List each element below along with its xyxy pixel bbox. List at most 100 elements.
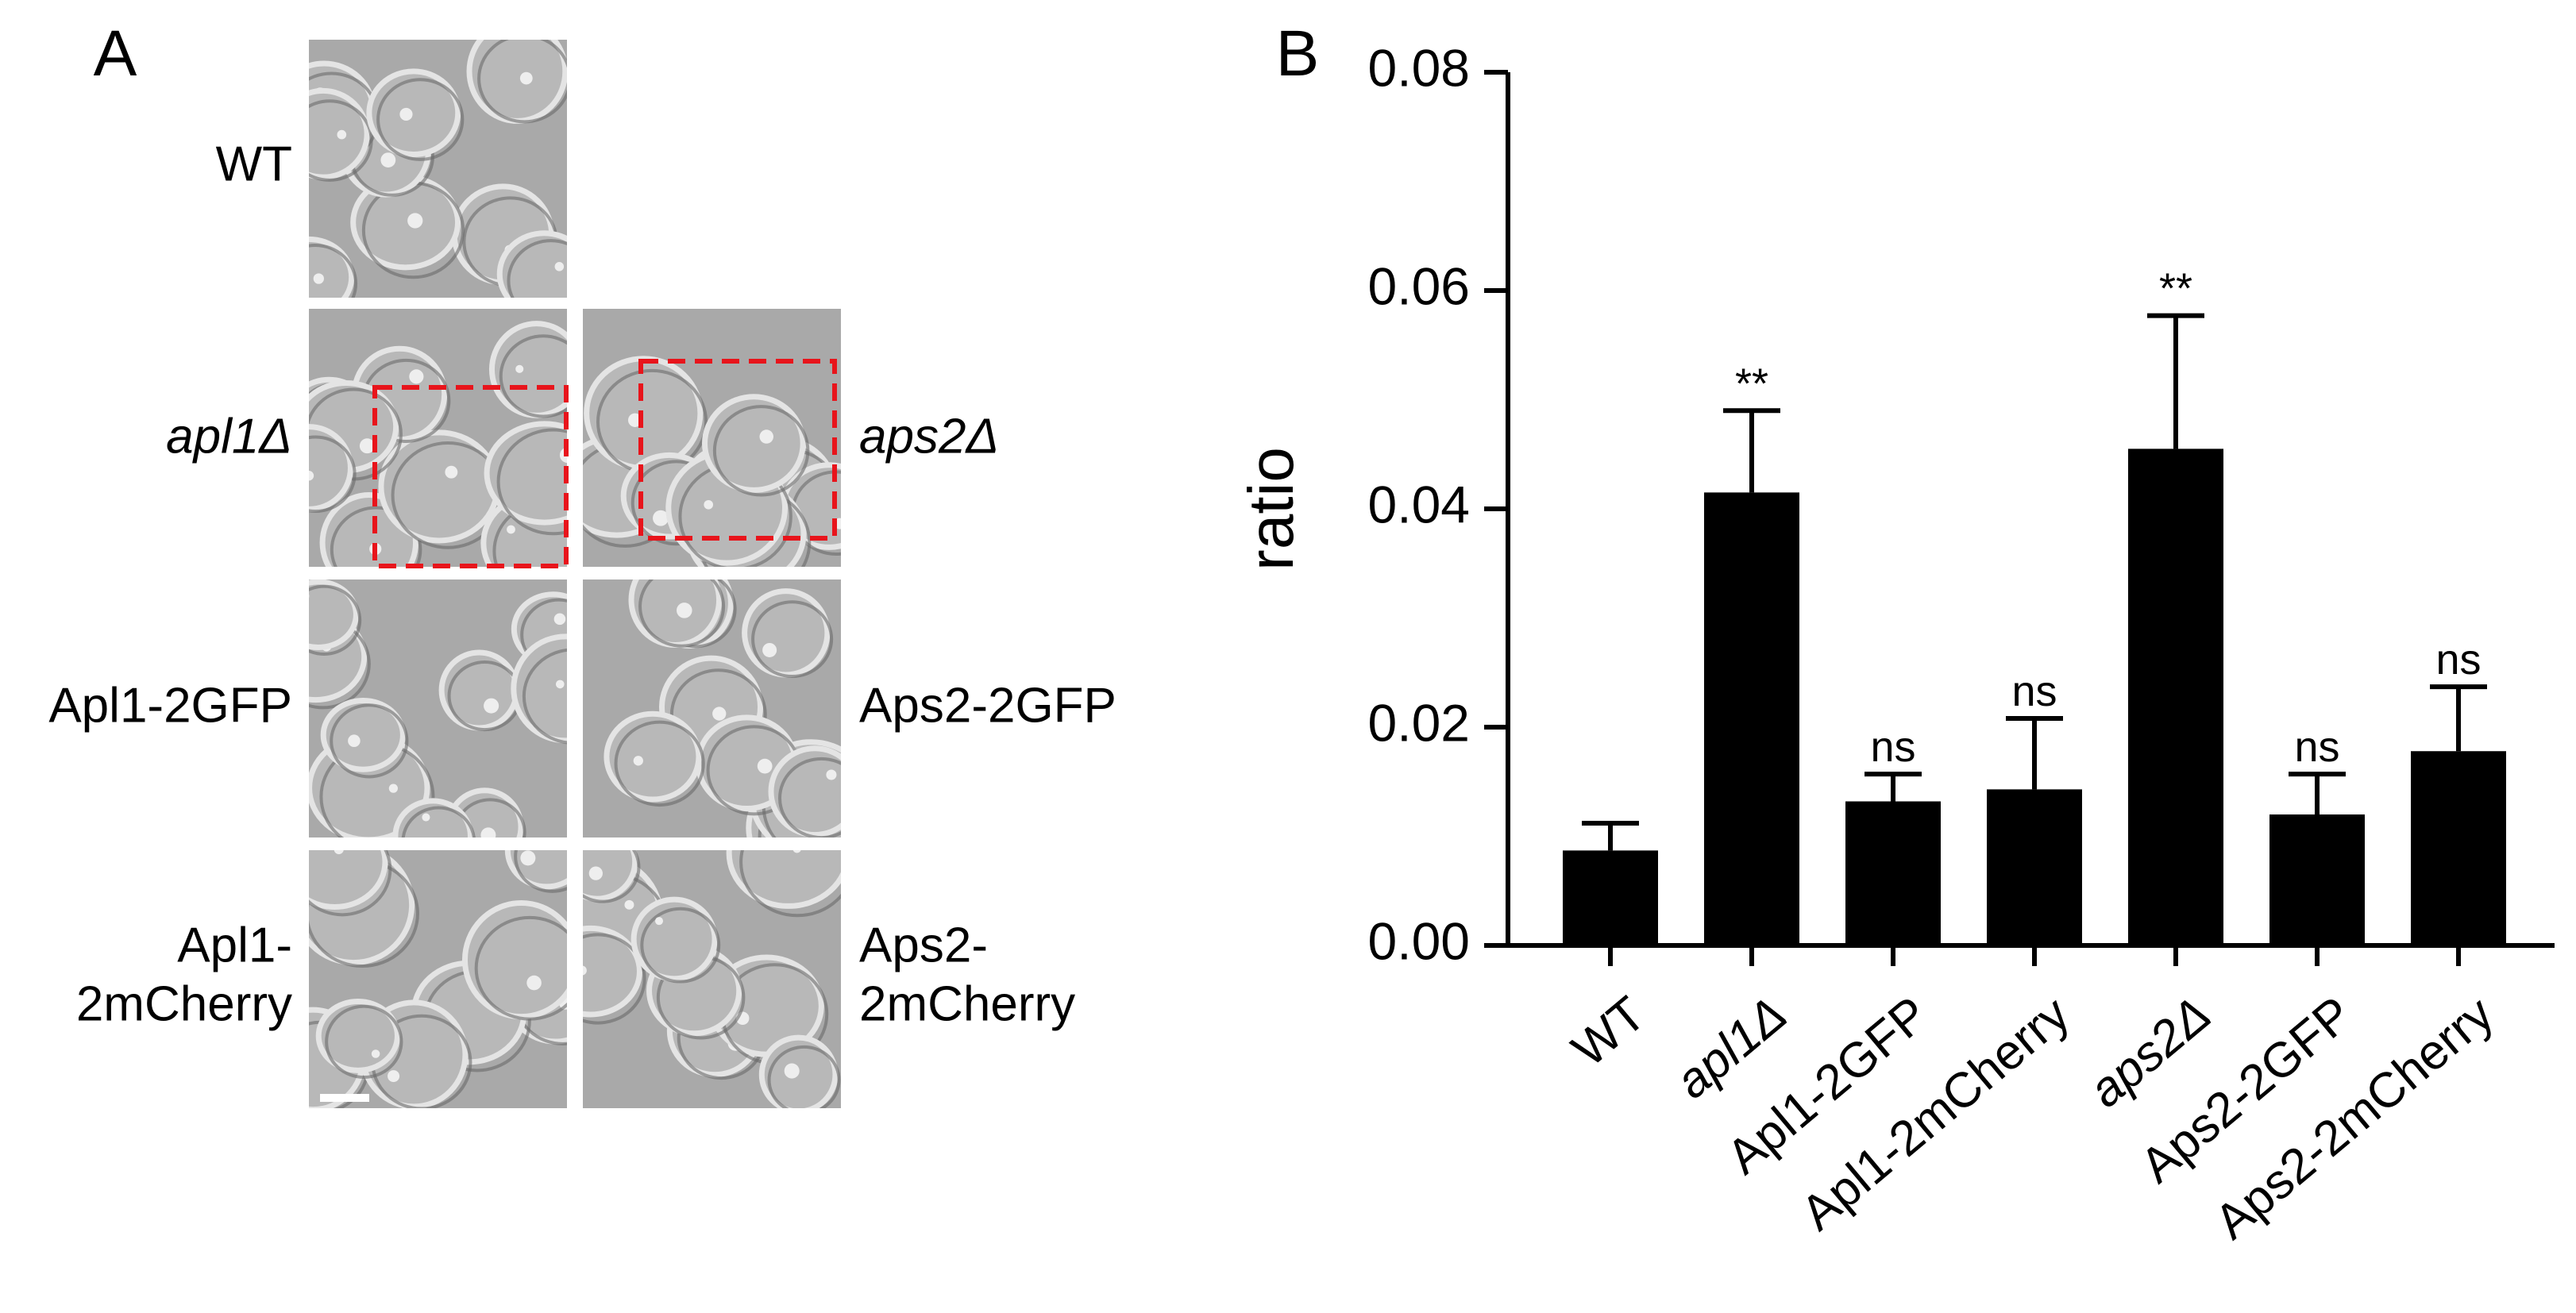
vacuole [380, 152, 396, 167]
vacuole [334, 850, 344, 855]
cell-shadow [583, 850, 641, 903]
vacuole [309, 594, 310, 599]
significance-label: ns [2011, 668, 2057, 715]
vacuole [655, 917, 664, 926]
bar [2128, 449, 2223, 945]
vacuole [784, 1063, 800, 1079]
vacuole [526, 975, 542, 991]
micrograph [309, 579, 567, 837]
vacuole [484, 698, 499, 714]
cell [726, 850, 841, 909]
vacuole [337, 129, 347, 140]
vacuole [627, 413, 642, 427]
image-label: Apl1- [177, 918, 292, 972]
vacuole [553, 613, 566, 626]
significance-label: ns [2294, 723, 2339, 771]
vacuole [588, 866, 603, 880]
cell [484, 421, 567, 526]
vacuole [422, 813, 430, 822]
cell [583, 925, 642, 1018]
cell-shadow [325, 1004, 403, 1080]
cell-shadow [499, 334, 567, 418]
image-label: aps2Δ [859, 409, 999, 464]
vacuole [388, 1070, 400, 1083]
y-tick-label: 0.04 [1368, 475, 1470, 533]
significance-label: ** [2159, 265, 2192, 313]
cell [309, 850, 388, 910]
cell [309, 424, 353, 512]
vacuole [348, 734, 361, 747]
cell-shadow [638, 579, 726, 648]
image-label: Apl1-2GFP [48, 678, 292, 733]
cell-shadow [330, 703, 409, 779]
y-tick-label: 0.06 [1368, 256, 1470, 315]
cell-shadow [522, 648, 567, 745]
cell [309, 579, 359, 650]
image-label: WT [216, 137, 292, 191]
cell-shadow [474, 915, 567, 1021]
cell-shadow [507, 239, 567, 298]
micrograph [309, 309, 567, 567]
cell-shadow [309, 99, 373, 182]
cell-shadow [751, 600, 834, 679]
cell-shadow [583, 933, 646, 1025]
vacuole [759, 429, 774, 444]
y-tick-label: 0.08 [1368, 38, 1470, 97]
cell-shadow [767, 1045, 841, 1108]
cell-shadow [309, 584, 362, 656]
cell [604, 710, 702, 803]
cell-shadow [614, 720, 705, 807]
vacuole [712, 707, 727, 721]
vacuole [633, 756, 643, 766]
zoom-box [372, 385, 569, 568]
vacuole [515, 364, 524, 373]
image-label: 2mCherry [859, 976, 1075, 1031]
x-tick-label: apl1Δ [1665, 987, 1797, 1110]
cell-shadow [309, 244, 358, 298]
cell-shadow [739, 850, 841, 918]
vacuole [309, 471, 314, 481]
vacuole [677, 603, 692, 618]
cell [628, 579, 723, 648]
cell [466, 40, 567, 124]
vacuole [520, 850, 536, 866]
vacuole [313, 273, 324, 284]
cell-shadow [376, 78, 465, 161]
micrograph [583, 579, 841, 837]
bar [1563, 850, 1658, 945]
image-label: apl1Δ [166, 409, 292, 464]
image-label: Aps2-2GFP [859, 678, 1116, 733]
vacuole [624, 899, 634, 910]
cell-shadow [309, 435, 357, 513]
vacuole [554, 262, 565, 271]
vacuole [826, 769, 837, 780]
vacuole [507, 525, 515, 534]
cell [309, 87, 370, 180]
cell [320, 697, 406, 772]
micrograph [583, 850, 841, 1108]
micrograph [309, 40, 567, 298]
cell-shadow [330, 506, 422, 567]
cell [631, 896, 718, 982]
vacuole [445, 465, 458, 479]
image-label: 2mCherry [76, 976, 292, 1031]
cell-shadow [477, 40, 567, 124]
x-tick-label: WT [1562, 987, 1656, 1078]
vacuole [556, 680, 565, 689]
significance-label: ns [1870, 723, 1915, 771]
cell-shadow [712, 405, 810, 497]
vacuole [792, 850, 801, 853]
vacuole [762, 642, 777, 657]
cell-shadow [496, 428, 567, 536]
cell [702, 394, 806, 493]
micrograph [583, 309, 841, 567]
significance-label: ** [1735, 360, 1768, 407]
y-tick-label: 0.00 [1368, 911, 1470, 970]
vacuole [409, 369, 424, 384]
cell [768, 745, 841, 837]
cell-shadow [309, 850, 392, 917]
cell-shadow [514, 850, 567, 893]
vacuole [407, 213, 423, 229]
